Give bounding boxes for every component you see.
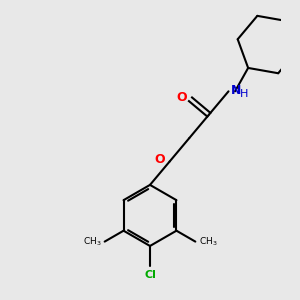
Text: N: N xyxy=(231,84,241,97)
Text: Cl: Cl xyxy=(144,270,156,280)
Text: O: O xyxy=(154,153,165,166)
Text: H: H xyxy=(239,88,248,98)
Text: CH$_3$: CH$_3$ xyxy=(83,236,101,248)
Text: CH$_3$: CH$_3$ xyxy=(199,236,217,248)
Text: O: O xyxy=(177,91,187,103)
